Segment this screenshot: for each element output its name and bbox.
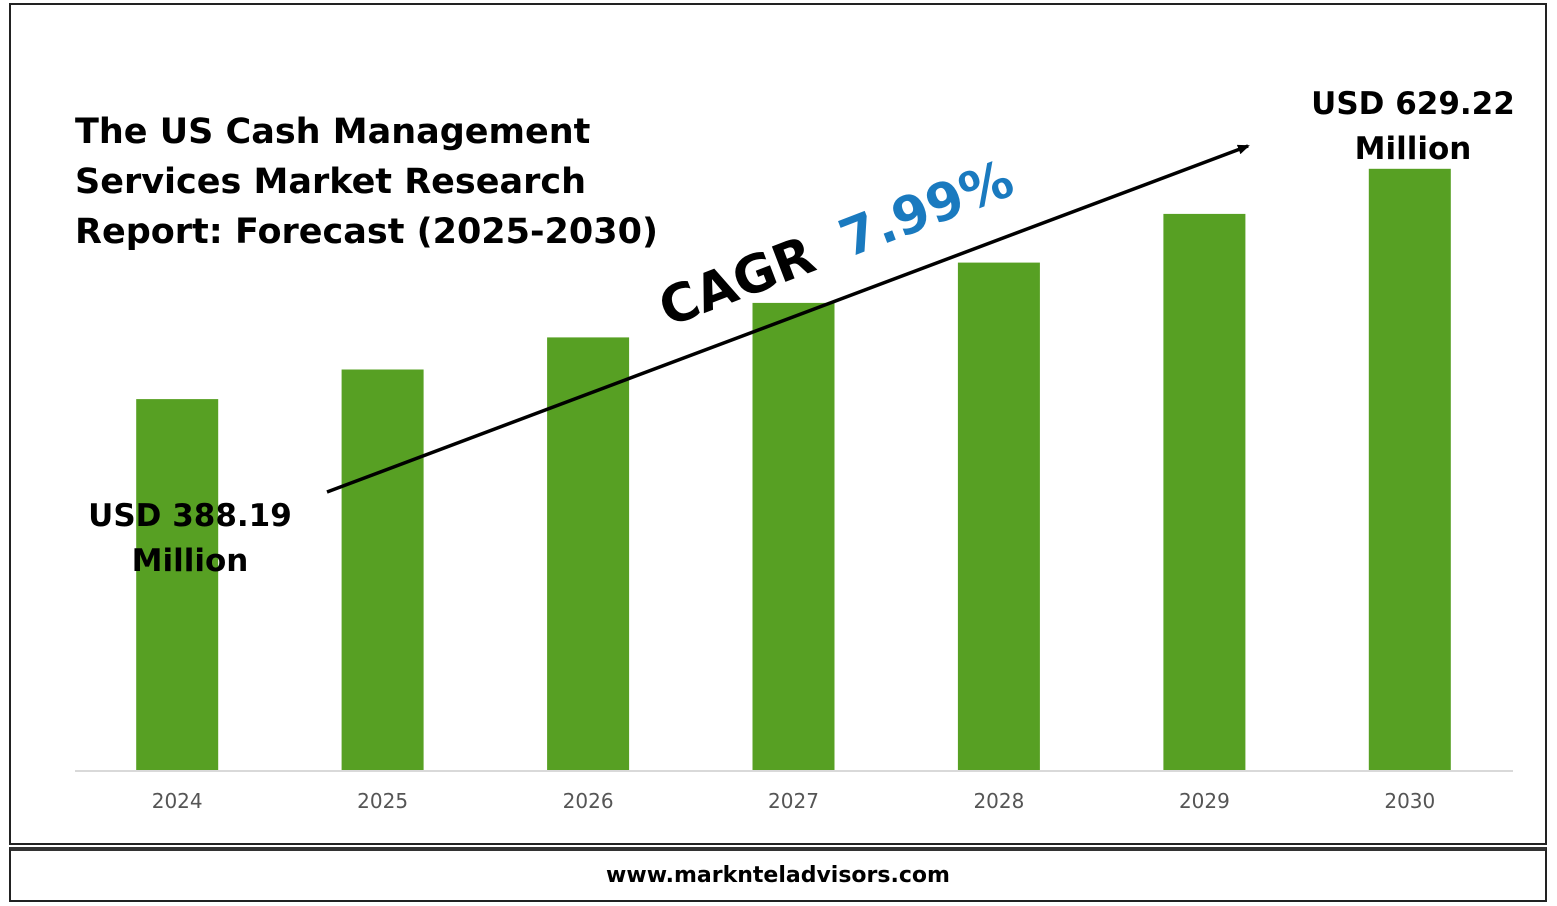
x-tick-label-2029: 2029 — [1179, 789, 1230, 813]
growth-arrow — [326, 144, 1250, 494]
x-tick-label-2027: 2027 — [768, 789, 819, 813]
bar-2029 — [1163, 213, 1246, 770]
x-tick-label-2030: 2030 — [1384, 789, 1435, 813]
chart-title-line-2: Services Market Research — [75, 162, 586, 202]
chart-title-line-1: The US Cash Management — [75, 112, 590, 152]
footer-website: www.marknteladvisors.com — [606, 863, 950, 888]
bar-2025 — [341, 369, 424, 770]
bar-2024 — [136, 399, 219, 770]
bar-2028 — [957, 262, 1040, 770]
x-tick-label-2025: 2025 — [357, 789, 408, 813]
start-value-label-line-1: USD 388.19 — [88, 498, 292, 534]
chart-title-line-3: Report: Forecast (2025-2030) — [75, 212, 658, 252]
chart-svg: The US Cash Management Services Market R… — [75, 86, 1515, 813]
bars-group — [136, 168, 1451, 771]
bar-2027 — [752, 302, 835, 770]
x-tick-label-2028: 2028 — [973, 789, 1024, 813]
end-value-label-line-1: USD 629.22 — [1311, 86, 1515, 122]
end-value-label-line-2: Million — [1355, 131, 1472, 167]
bar-2026 — [547, 337, 630, 770]
bar-2030 — [1368, 168, 1451, 771]
cagr-value: 7.99% — [832, 149, 1022, 270]
x-tick-label-2026: 2026 — [563, 789, 614, 813]
start-value-label-line-2: Million — [132, 543, 249, 579]
tick-labels-group: 2024 2025 2026 2027 2028 2029 2030 — [152, 789, 1436, 813]
footer-bar: www.marknteladvisors.com — [9, 847, 1547, 902]
x-tick-label-2024: 2024 — [152, 789, 203, 813]
